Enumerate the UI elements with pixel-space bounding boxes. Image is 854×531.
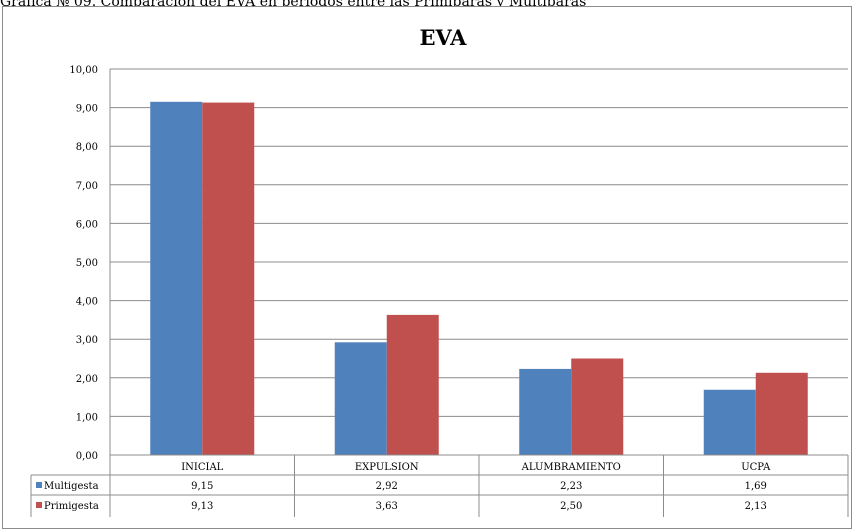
category-label: EXPULSION — [355, 462, 419, 473]
data-label: 2,23 — [560, 481, 582, 492]
category-label: UCPA — [741, 462, 771, 473]
y-tick-label: 10,00 — [69, 65, 98, 76]
y-tick-label: 3,00 — [76, 335, 98, 346]
legend-entry: Multigesta — [44, 481, 99, 492]
bar-multigesta-expulsion — [334, 342, 387, 455]
bar-primigesta-alumbramiento — [571, 358, 624, 455]
y-axis-ticks: 0,00 1,00 2,00 3,00 4,00 5,00 6,00 7,00 8,00 9,00… — [69, 65, 98, 462]
data-label: 2,50 — [560, 501, 582, 512]
legend-entry: Primigesta — [44, 501, 99, 512]
y-tick-label: 0,00 — [76, 451, 98, 462]
data-label: 2,13 — [745, 501, 767, 512]
bar-primigesta-expulsion — [386, 314, 439, 455]
y-tick-label: 1,00 — [76, 412, 98, 423]
y-tick-label: 6,00 — [76, 219, 98, 230]
category-label: ALUMBRAMIENTO — [521, 462, 621, 473]
data-label: 9,15 — [191, 481, 213, 492]
bar-primigesta-inicial — [202, 102, 255, 455]
figure-caption: Gráfica № 09. Comparación del EVA en per… — [0, 0, 587, 10]
y-tick-label: 5,00 — [76, 258, 98, 269]
y-tick-label: 8,00 — [76, 142, 98, 153]
chart-title: EVA — [420, 25, 468, 50]
bar-multigesta-alumbramiento — [519, 368, 572, 455]
data-label: 3,63 — [376, 501, 398, 512]
bars — [150, 101, 808, 455]
y-tick-label: 7,00 — [76, 181, 98, 192]
data-label: 1,69 — [745, 481, 767, 492]
y-tick-label: 2,00 — [76, 374, 98, 385]
y-tick-label: 9,00 — [76, 104, 98, 115]
chart-frame: EVA 0,00 1,00 2,00 3,00 4,00 5,00 6,00 7,00 8,00… — [2, 6, 852, 529]
category-label: INICIAL — [181, 462, 223, 473]
bar-multigesta-inicial — [150, 101, 203, 455]
bar-multigesta-ucpa — [703, 389, 756, 455]
data-table: INICIAL EXPULSION ALUMBRAMIENTO UCPA Multige… — [30, 454, 849, 517]
data-label: 9,13 — [191, 501, 213, 512]
legend-key — [36, 482, 42, 488]
legend-key — [36, 502, 42, 508]
data-label: 2,92 — [376, 481, 398, 492]
bar-chart: EVA 0,00 1,00 2,00 3,00 4,00 5,00 6,00 7,00 8,00… — [30, 25, 849, 517]
y-tick-label: 4,00 — [76, 297, 98, 308]
bar-primigesta-ucpa — [755, 372, 808, 455]
